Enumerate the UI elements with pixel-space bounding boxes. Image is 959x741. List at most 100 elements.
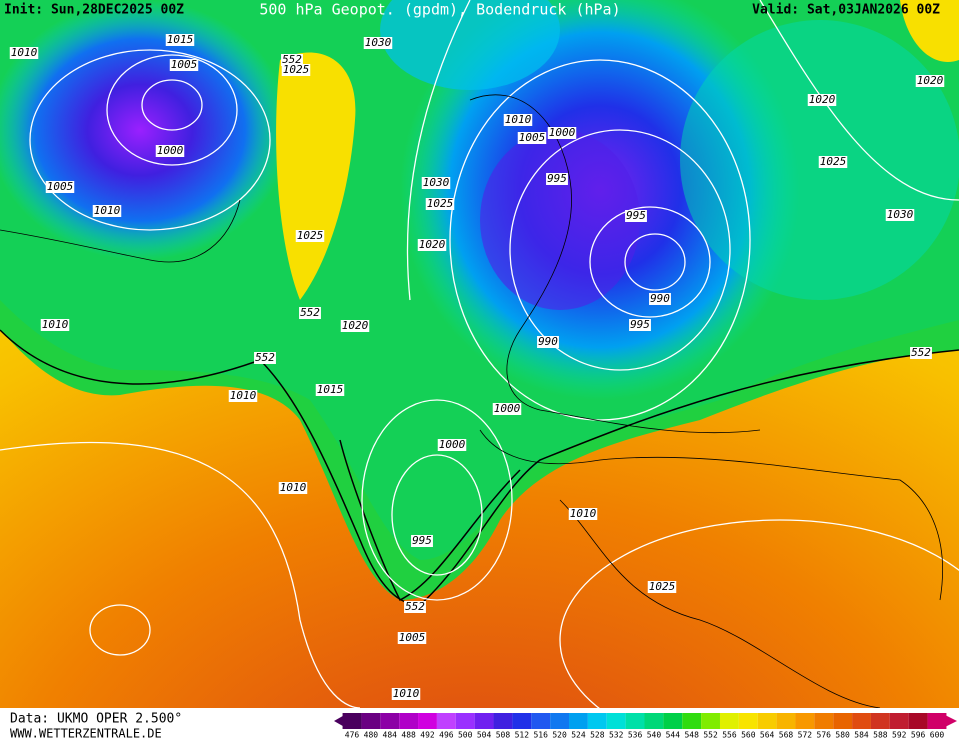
colorbar-label: 568	[779, 731, 794, 740]
colorbar-label: 572	[798, 731, 813, 740]
label-box	[45, 181, 75, 193]
map-field	[0, 0, 959, 708]
label-box	[492, 403, 522, 415]
colorbar-swatch	[418, 713, 437, 729]
colorbar-label: 532	[609, 731, 624, 740]
label-box	[625, 210, 647, 222]
colorbar: 476 480 484 488 492 496 500 504 508 512 516 520 524 5…	[334, 713, 957, 740]
isobar-label: 995	[626, 209, 646, 222]
colorbar-swatch	[814, 713, 834, 729]
colorbar-swatch	[682, 713, 702, 729]
label-box	[503, 114, 533, 126]
label-box	[295, 230, 325, 242]
isobar-label: 1020	[342, 319, 369, 332]
colorbar-swatch	[852, 713, 871, 729]
isobar-label: 1005	[171, 58, 198, 71]
colorbar-swatch	[569, 713, 588, 729]
map-title: 500 hPa Geopot. (gpdm), Bodendruck (hPa)	[259, 1, 620, 19]
colorbar-label: 528	[590, 731, 605, 740]
isobar-label: 1025	[297, 229, 324, 242]
isobar-label: 1010	[280, 481, 307, 494]
label-box	[649, 293, 671, 305]
colorbar-swatch	[908, 713, 928, 729]
label-box	[315, 384, 345, 396]
colorbar-swatch	[663, 713, 683, 729]
colorbar-label: 536	[628, 731, 643, 740]
label-box	[228, 390, 258, 402]
colorbar-label: 512	[515, 731, 530, 740]
isobar-label: 552	[300, 306, 320, 319]
label-box	[547, 127, 577, 139]
label-box	[363, 37, 393, 49]
colorbar-swatch	[833, 713, 853, 729]
colorbar-label: 544	[666, 731, 681, 740]
isobar-label: 1010	[230, 389, 257, 402]
label-box	[910, 347, 932, 359]
colorbar-swatch	[474, 713, 494, 729]
colorbar-label: 516	[533, 731, 548, 740]
isobar-label: 990	[538, 335, 558, 348]
colorbar-label: 560	[741, 731, 756, 740]
isobar-label: 1030	[423, 176, 450, 189]
colorbar-label: 524	[571, 731, 586, 740]
label-box	[537, 336, 559, 348]
label-box	[278, 482, 308, 494]
isobar-label: 990	[650, 292, 670, 305]
colorbar-label: 596	[911, 731, 926, 740]
colorbar-label: 504	[477, 731, 492, 740]
colorbar-swatch	[436, 713, 456, 729]
isobar-label: 1010	[505, 113, 532, 126]
colorbar-label: 520	[552, 731, 567, 740]
isobar-label: 1020	[419, 238, 446, 251]
isobar-label: 1020	[809, 93, 836, 106]
label-box	[281, 54, 303, 66]
label-box	[915, 75, 945, 87]
isobar-label: 1010	[570, 507, 597, 520]
isobar-label: 1000	[549, 126, 576, 139]
valid-time: Valid: Sat,03JAN2026 00Z	[752, 3, 940, 18]
isobar-label: 1030	[887, 208, 914, 221]
isobar-label: 995	[630, 318, 650, 331]
isobar-labels: 1015100510001005101010101010552102510301…	[9, 33, 945, 700]
isobar-label: 1025	[427, 197, 454, 210]
isobar-label: 1005	[399, 631, 426, 644]
isobar-label: 552	[405, 600, 425, 613]
isobar-label: 995	[412, 534, 432, 547]
colorbar-label: 592	[892, 731, 907, 740]
isobar-label: 1005	[519, 131, 546, 144]
colorbar-swatch	[606, 713, 626, 729]
colorbar-swatch	[701, 713, 720, 729]
isobar-label: 1000	[439, 438, 466, 451]
colorbar-label: 500	[458, 731, 473, 740]
label-box	[629, 319, 651, 331]
colorbar-label: 556	[722, 731, 737, 740]
colorbar-swatch	[550, 713, 570, 729]
label-box	[647, 581, 677, 593]
colorbar-swatch	[776, 713, 796, 729]
colorbar-arrow-right	[941, 713, 957, 729]
label-box	[340, 320, 370, 332]
colorbar-label: 564	[760, 731, 775, 740]
isobar-label: 995	[547, 172, 567, 185]
coastlines	[0, 94, 943, 709]
colorbar-swatch	[625, 713, 645, 729]
colorbar-swatch	[795, 713, 815, 729]
label-box	[254, 352, 276, 364]
colorbar-swatch	[399, 713, 419, 729]
colorbar-label: 508	[496, 731, 511, 740]
colorbar-swatch	[361, 713, 381, 729]
label-box	[807, 94, 837, 106]
label-box	[299, 307, 321, 319]
isobar-label: 1000	[157, 144, 184, 157]
label-box	[411, 535, 433, 547]
label-box	[391, 688, 421, 700]
colorbar-swatch	[644, 713, 664, 729]
colorbar-label: 476	[345, 731, 360, 740]
colorbar-swatch	[587, 713, 607, 729]
colorbar-label: 584	[854, 731, 869, 740]
colorbar-swatch	[380, 713, 400, 729]
label-box	[9, 47, 39, 59]
colorbar-label: 600	[930, 731, 945, 740]
